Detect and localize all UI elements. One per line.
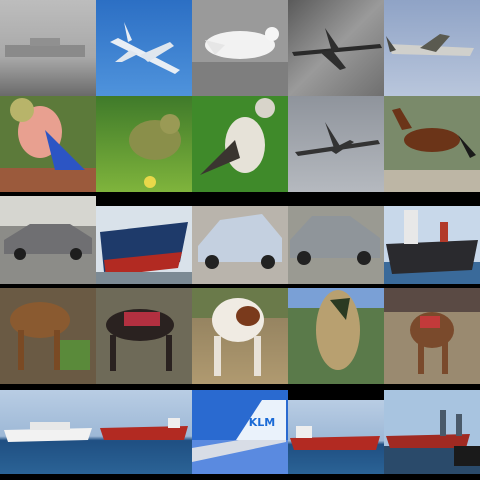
tanker-at-sea	[288, 400, 384, 474]
silver-sedan	[288, 206, 384, 284]
mockingbird	[192, 96, 288, 192]
ship-in-fog	[0, 0, 96, 96]
jet-gray-sky	[288, 96, 384, 192]
dark-horses	[96, 288, 192, 384]
horse-crowd	[384, 288, 480, 384]
tail-logo: KLM	[249, 416, 275, 429]
white-dove	[192, 0, 288, 96]
klm-wing: KLM	[192, 390, 288, 474]
red-tanker	[96, 390, 192, 474]
airplane-blue-sky	[96, 0, 192, 96]
propeller-plane	[384, 0, 480, 96]
bird-in-grass	[96, 96, 192, 192]
cruise-ship	[0, 390, 96, 474]
cargo-ship	[384, 206, 480, 284]
gray-car-street	[0, 196, 96, 284]
draft-horses	[0, 288, 96, 384]
horse-rear-view	[288, 288, 384, 384]
silver-hatchback	[192, 206, 288, 284]
red-hull-ship	[96, 206, 192, 284]
harbor-ship	[384, 390, 480, 474]
running-horse	[384, 96, 480, 192]
jet-cloudy-sky	[288, 0, 384, 96]
pinto-horse	[192, 288, 288, 384]
roller-bird	[0, 96, 96, 192]
